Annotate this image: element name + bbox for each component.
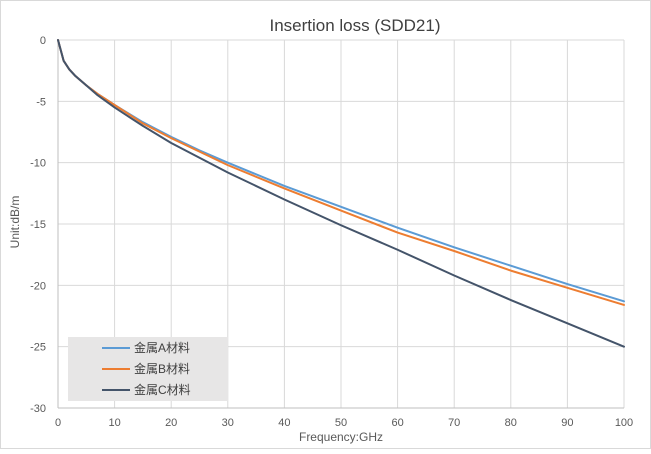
series-line-3 xyxy=(57,39,625,348)
y-tick-label: -15 xyxy=(30,219,46,231)
y-tick-label: -25 xyxy=(30,342,46,354)
x-tick-label: 90 xyxy=(561,417,573,429)
legend-label-2: 金属B材料 xyxy=(134,361,190,376)
y-tick-label: 0 xyxy=(40,35,46,47)
legend-label-1: 金属A材料 xyxy=(134,340,190,355)
y-tick-label: -5 xyxy=(36,96,46,108)
legend-box xyxy=(68,337,228,401)
x-tick-label: 100 xyxy=(615,417,633,429)
y-tick-label: -20 xyxy=(30,280,46,292)
x-tick-label: 30 xyxy=(222,417,234,429)
x-tick-label: 80 xyxy=(505,417,517,429)
x-tick-label: 60 xyxy=(391,417,403,429)
x-tick-label: 70 xyxy=(448,417,460,429)
x-tick-label: 10 xyxy=(108,417,120,429)
y-tick-label: -30 xyxy=(30,403,46,415)
x-tick-label: 40 xyxy=(278,417,290,429)
tick-labels: 0 10 20 30 40 50 60 70 80 90 100 0 -5 -10 -15 -20 -25 -30 xyxy=(30,35,633,429)
x-tick-label: 20 xyxy=(165,417,177,429)
y-axis-label: Unit:dB/m xyxy=(8,196,22,249)
x-tick-label: 0 xyxy=(55,417,61,429)
x-tick-label: 50 xyxy=(335,417,347,429)
x-axis-label: Frequency:GHz xyxy=(299,430,383,444)
series-lines xyxy=(57,39,625,348)
legend-label-3: 金属C材料 xyxy=(134,382,191,397)
chart-title: Insertion loss (SDD21) xyxy=(269,16,440,35)
y-tick-label: -10 xyxy=(30,158,46,170)
axes xyxy=(57,40,624,409)
